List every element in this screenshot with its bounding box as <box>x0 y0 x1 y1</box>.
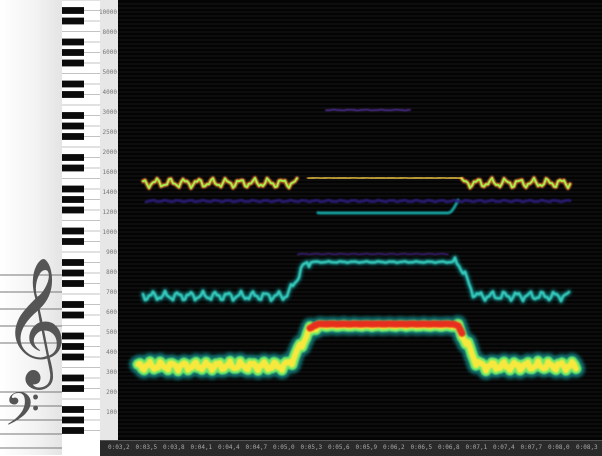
black-key[interactable] <box>62 39 84 46</box>
frequency-tick-label: 3000 <box>103 110 117 116</box>
frequency-tick-label: 500 <box>106 330 117 336</box>
time-end-label: 0:08,3 <box>576 445 598 451</box>
black-key[interactable] <box>62 343 84 350</box>
black-key[interactable] <box>62 228 84 235</box>
black-key[interactable] <box>62 186 84 193</box>
time-tick-label: 0:03,5 <box>136 445 158 451</box>
frequency-tick-label: 200 <box>106 390 117 396</box>
black-key[interactable] <box>62 385 84 392</box>
frequency-tick-label: 600 <box>106 310 117 316</box>
frequency-tick-label: 1200 <box>103 210 117 216</box>
black-key[interactable] <box>62 312 84 319</box>
piano-keyboard[interactable] <box>62 0 101 440</box>
black-key[interactable] <box>62 154 84 161</box>
spectrogram-canvas[interactable] <box>118 0 602 440</box>
black-key[interactable] <box>62 123 84 130</box>
time-tick-label: 0:08,0 <box>548 445 570 451</box>
black-key[interactable] <box>62 207 84 214</box>
time-tick-label: 0:03,8 <box>163 445 185 451</box>
frequency-tick-label: 2000 <box>103 150 117 156</box>
time-tick-label: 0:05,0 <box>273 445 295 451</box>
black-key[interactable] <box>62 133 84 140</box>
black-key[interactable] <box>62 375 84 382</box>
black-key[interactable] <box>62 259 84 266</box>
spectrogram-view[interactable] <box>118 0 602 440</box>
frequency-tick-label: 800 <box>106 270 117 276</box>
black-key[interactable] <box>62 7 84 14</box>
frequency-tick-label: 10000 <box>100 10 117 16</box>
black-key[interactable] <box>62 49 84 56</box>
time-tick-label: 0:07,7 <box>521 445 543 451</box>
black-key[interactable] <box>62 165 84 172</box>
frequency-tick-label: 5000 <box>103 70 117 76</box>
black-key[interactable] <box>62 280 84 287</box>
frequency-tick-label: 700 <box>106 290 117 296</box>
black-key[interactable] <box>62 427 84 434</box>
time-tick-label: 0:05,6 <box>328 445 350 451</box>
black-key[interactable] <box>62 60 84 67</box>
frequency-tick-label: 300 <box>106 370 117 376</box>
black-key[interactable] <box>62 333 84 340</box>
music-staff-decoration: 𝄞 𝄢 <box>0 0 62 455</box>
frequency-tick-label: 4000 <box>103 90 117 96</box>
time-ruler[interactable]: 0:03,2 0:03,5 0:03,8 0:04,1 0:04,4 0:04,7 0:05… <box>100 440 602 456</box>
frequency-tick-label: 1400 <box>103 190 117 196</box>
frequency-tick-label: 2500 <box>103 130 117 136</box>
frequency-tick-label: 1000 <box>103 230 117 236</box>
black-key[interactable] <box>62 270 84 277</box>
black-key[interactable] <box>62 91 84 98</box>
frequency-tick-label: 6000 <box>103 50 117 56</box>
time-tick-label: 0:07,1 <box>466 445 488 451</box>
time-tick-label: 0:04,7 <box>246 445 268 451</box>
frequency-tick-label: 900 <box>106 250 117 256</box>
time-tick-label: 0:05,3 <box>301 445 323 451</box>
time-tick-label: 0:06,2 <box>383 445 405 451</box>
black-key[interactable] <box>62 406 84 413</box>
treble-clef-icon: 𝄞 <box>2 265 67 375</box>
black-key[interactable] <box>62 81 84 88</box>
time-tick-label: 0:06,5 <box>411 445 433 451</box>
time-tick-label: 0:04,4 <box>218 445 240 451</box>
black-key[interactable] <box>62 238 84 245</box>
bass-clef-icon: 𝄢 <box>4 388 40 444</box>
black-key[interactable] <box>62 196 84 203</box>
frequency-tick-label: 1600 <box>103 170 117 176</box>
black-key[interactable] <box>62 354 84 361</box>
time-tick-label: 0:05,9 <box>356 445 378 451</box>
faint-mid-harmonic <box>298 253 448 254</box>
frequency-tick-label: 8000 <box>103 30 117 36</box>
frequency-tick-label: 100 <box>106 410 117 416</box>
frequency-ruler[interactable]: 10000 8000 6000 5000 4000 3000 2500 2000 1600 140… <box>100 0 119 440</box>
faint-upper-harmonic <box>326 109 410 110</box>
time-tick-label: 0:06,8 <box>438 445 460 451</box>
frequency-tick-label: 400 <box>106 350 117 356</box>
time-tick-label: 0:07,4 <box>493 445 515 451</box>
harmonic-low-line <box>146 200 570 202</box>
time-tick-label: 0:04,1 <box>191 445 213 451</box>
black-key[interactable] <box>62 301 84 308</box>
piano-keys[interactable] <box>62 0 100 440</box>
black-key[interactable] <box>62 417 84 424</box>
black-key[interactable] <box>62 112 84 119</box>
black-key[interactable] <box>62 18 84 25</box>
time-tick-label: 0:03,2 <box>108 445 130 451</box>
